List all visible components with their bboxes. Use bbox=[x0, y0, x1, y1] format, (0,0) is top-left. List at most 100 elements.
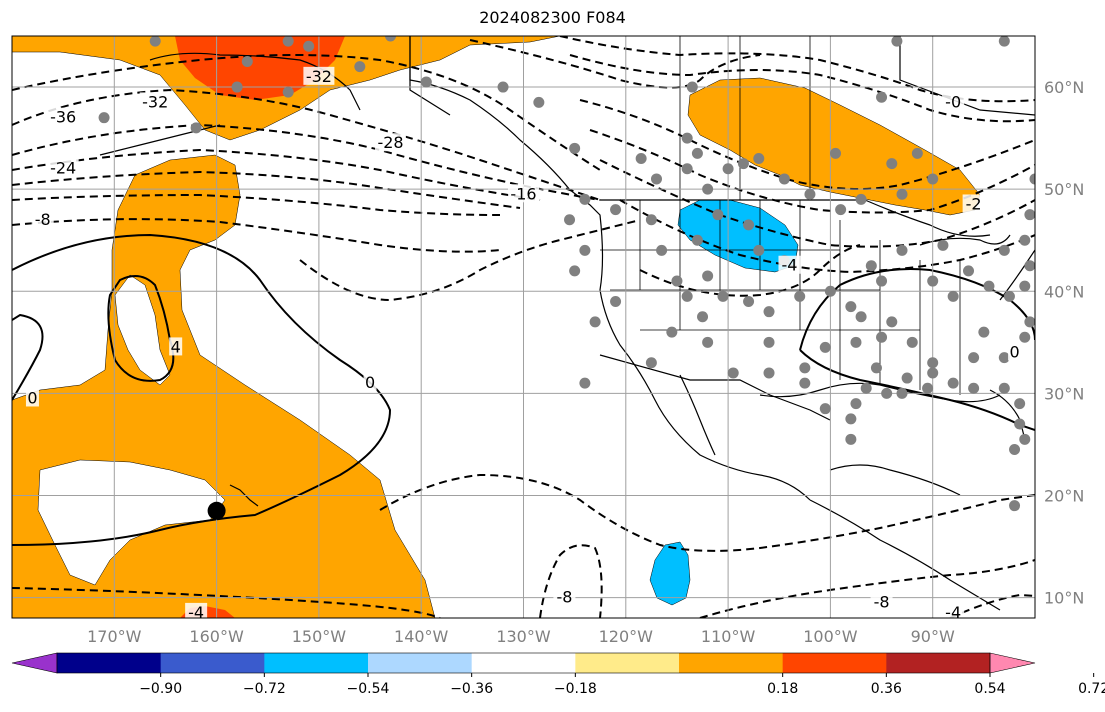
contour-solid-zero-main bbox=[12, 233, 392, 546]
station-dot bbox=[645, 214, 657, 226]
colorbar-tick-label: 0.72 bbox=[1078, 681, 1105, 697]
station-dot bbox=[763, 336, 775, 348]
station-dot bbox=[927, 367, 939, 379]
station-dot bbox=[778, 173, 790, 185]
station-dot bbox=[845, 413, 857, 425]
station-dot bbox=[1024, 316, 1035, 328]
station-dot bbox=[1019, 433, 1031, 445]
station-dot bbox=[865, 260, 877, 272]
station-points bbox=[98, 36, 1035, 512]
contour-label: -24 bbox=[50, 159, 76, 178]
station-dot bbox=[998, 36, 1010, 47]
contour-solid-zero-east-lower bbox=[799, 349, 1035, 431]
station-dot bbox=[850, 336, 862, 348]
contour-label: -36 bbox=[50, 108, 76, 127]
station-dot bbox=[896, 387, 908, 399]
contour-label-bg bbox=[942, 602, 965, 618]
station-dot bbox=[753, 244, 765, 256]
contour-dashed bbox=[299, 219, 641, 302]
colorbar-tick-labels: −0.90 −0.72 −0.54 −0.36 −0.18 0.18 0.36 0.54 0.7… bbox=[139, 673, 1105, 697]
contour-label: -2 bbox=[966, 194, 982, 213]
station-dot bbox=[886, 158, 898, 170]
station-dot bbox=[354, 61, 366, 73]
colorbar-tick-label: −0.90 bbox=[139, 681, 182, 697]
station-dot bbox=[385, 36, 397, 42]
border-alaska-canada bbox=[409, 36, 451, 116]
coastlines-borders bbox=[99, 36, 1035, 611]
station-dot bbox=[830, 147, 842, 159]
station-dot bbox=[753, 153, 765, 165]
station-dot bbox=[927, 275, 939, 287]
contour-label-bg bbox=[31, 209, 54, 228]
station-dot bbox=[881, 387, 893, 399]
colorbar-box bbox=[57, 653, 162, 673]
station-dot bbox=[666, 326, 678, 338]
station-dot bbox=[420, 76, 432, 88]
contour-label-bg bbox=[962, 194, 985, 213]
station-dot bbox=[824, 285, 836, 297]
contour-dashed bbox=[12, 170, 521, 209]
station-dot bbox=[1009, 500, 1021, 512]
lat-tick-label: 40°N bbox=[1044, 282, 1084, 301]
station-dot bbox=[896, 244, 908, 256]
station-dot bbox=[835, 204, 847, 216]
station-dot bbox=[635, 153, 647, 165]
colorbar-box bbox=[886, 653, 991, 673]
station-dot bbox=[968, 382, 980, 394]
station-dot bbox=[569, 142, 581, 154]
station-dot bbox=[860, 382, 872, 394]
station-dot bbox=[686, 81, 698, 93]
lat-tick-label: 50°N bbox=[1044, 180, 1084, 199]
station-dot bbox=[702, 270, 714, 282]
lon-tick-label: 150°W bbox=[292, 627, 347, 646]
colorbar-tick-label: 0.36 bbox=[871, 681, 902, 697]
contour-label-bg bbox=[303, 66, 335, 85]
station-dot bbox=[743, 219, 755, 231]
colorbar-box bbox=[368, 653, 473, 673]
station-dot bbox=[190, 122, 202, 134]
station-dot bbox=[650, 173, 662, 185]
station-dot bbox=[610, 204, 622, 216]
coast-hudson bbox=[899, 36, 1035, 116]
station-dot bbox=[533, 96, 545, 108]
station-dot bbox=[799, 362, 811, 374]
colorbar-box bbox=[575, 653, 680, 673]
marker-dot bbox=[207, 501, 226, 520]
station-dot bbox=[799, 377, 811, 389]
station-dot bbox=[1009, 444, 1021, 456]
contour-dashed bbox=[569, 54, 1035, 123]
station-dot bbox=[947, 290, 959, 302]
coast-yucatan bbox=[829, 464, 961, 496]
colorbar-extend-low bbox=[11, 652, 58, 674]
station-dot bbox=[876, 275, 888, 287]
contour-label-bg bbox=[139, 92, 171, 111]
station-dot bbox=[998, 352, 1010, 364]
station-dot bbox=[794, 290, 806, 302]
station-dot bbox=[876, 331, 888, 343]
station-dot bbox=[702, 183, 714, 195]
contour-label: -16 bbox=[510, 184, 536, 203]
station-dot bbox=[855, 193, 867, 205]
colorbar-box bbox=[264, 653, 369, 673]
station-dot bbox=[922, 382, 934, 394]
contour-label: -32 bbox=[142, 92, 168, 111]
contour-label: -28 bbox=[377, 133, 403, 152]
contour-label-bg bbox=[778, 255, 801, 274]
lat-tick-label: 60°N bbox=[1044, 78, 1084, 97]
latitude-tick-labels: 60°N 50°N 40°N 30°N 20°N 10°N bbox=[1044, 78, 1084, 608]
contour-label: -0 bbox=[945, 92, 961, 111]
station-dot bbox=[282, 36, 294, 47]
station-dot bbox=[149, 36, 161, 47]
border-us-canada bbox=[600, 199, 991, 237]
contour-dashed bbox=[469, 39, 761, 89]
station-dot bbox=[656, 244, 668, 256]
contour-dashed bbox=[579, 99, 1035, 190]
contour-dashed bbox=[12, 218, 501, 253]
station-dot bbox=[1019, 234, 1031, 246]
station-dot bbox=[763, 306, 775, 318]
station-dot bbox=[819, 403, 831, 415]
station-dot bbox=[231, 81, 243, 93]
contour-label: -4 bbox=[945, 603, 961, 622]
station-dot bbox=[1029, 173, 1035, 185]
